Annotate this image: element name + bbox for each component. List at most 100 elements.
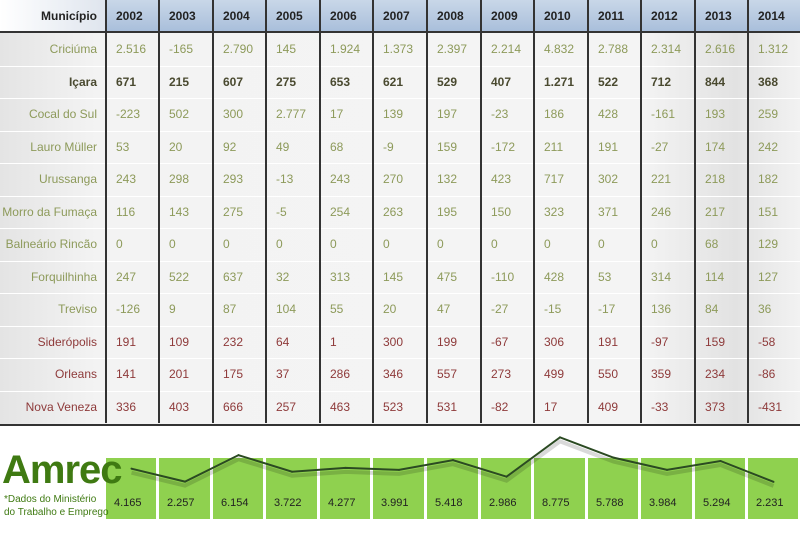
table-cell: 174 xyxy=(694,130,747,163)
table-cell: 373 xyxy=(694,390,747,423)
header-year: 2012 xyxy=(640,0,694,31)
table-cell: -5 xyxy=(265,195,319,228)
total-box: 3.984 xyxy=(641,458,692,519)
row-name: Morro da Fumaça xyxy=(2,204,97,219)
row-divider xyxy=(0,98,800,99)
table-cell: 234 xyxy=(694,358,747,391)
row-divider xyxy=(0,195,800,197)
table-cell: 2.788 xyxy=(587,33,640,66)
table-cell: 522 xyxy=(158,260,212,293)
table-cell: 666 xyxy=(212,390,265,423)
table-cell: 499 xyxy=(533,358,587,391)
table-cell: 175 xyxy=(212,358,265,391)
table-cell: 302 xyxy=(587,163,640,196)
table-cell: 49 xyxy=(265,130,319,163)
table-cell: 84 xyxy=(694,293,747,326)
table-cell: 0 xyxy=(158,228,212,261)
table-cell: 844 xyxy=(694,65,747,98)
row-name: Treviso xyxy=(58,302,97,317)
header-year: 2010 xyxy=(533,0,587,31)
brand-title: Amrec xyxy=(2,448,123,492)
table-cell: 20 xyxy=(158,130,212,163)
total-box: 2.986 xyxy=(481,458,531,519)
table-cell: -9 xyxy=(372,130,426,163)
table-cell: 2.397 xyxy=(426,33,480,66)
table-cell: 243 xyxy=(105,163,158,196)
row-name: Cocal do Sul xyxy=(28,107,97,122)
row-divider xyxy=(0,65,800,67)
trend-point xyxy=(505,475,508,478)
table-cell: 186 xyxy=(533,98,587,131)
source-note-line2: do Trabalho e Emprego xyxy=(4,507,109,518)
total-box: 8.775 xyxy=(534,458,585,519)
table-cell: 407 xyxy=(480,65,533,98)
header-year: 2005 xyxy=(265,0,319,31)
table-cell: 523 xyxy=(372,390,426,423)
table-cell: 254 xyxy=(319,195,372,228)
table-cell: 246 xyxy=(640,195,694,228)
total-box: 6.154 xyxy=(213,458,263,519)
table-cell: 263 xyxy=(372,195,426,228)
table-cell: -23 xyxy=(480,98,533,131)
table-cell: 0 xyxy=(212,228,265,261)
trend-point xyxy=(344,466,347,469)
table-cell: 197 xyxy=(426,98,480,131)
total-box: 2.257 xyxy=(159,458,210,519)
trend-point xyxy=(772,480,775,483)
trend-point xyxy=(130,467,133,470)
table-cell: 243 xyxy=(319,163,372,196)
table-cell: 0 xyxy=(105,228,158,261)
table-cell: 0 xyxy=(426,228,480,261)
table-cell: 4.832 xyxy=(533,33,587,66)
table-cell: 0 xyxy=(533,228,587,261)
header-year: 2013 xyxy=(694,0,747,31)
table-cell: 36 xyxy=(747,293,800,326)
table-cell: 191 xyxy=(105,325,158,358)
table-cell: 199 xyxy=(426,325,480,358)
table-cell: 637 xyxy=(212,260,265,293)
table-cell: 0 xyxy=(587,228,640,261)
table-cell: 359 xyxy=(640,358,694,391)
table-cell: 136 xyxy=(640,293,694,326)
table-cell: 0 xyxy=(319,228,372,261)
table-cell: 323 xyxy=(533,195,587,228)
table-cell: 68 xyxy=(319,130,372,163)
row-name: Orleans xyxy=(54,367,97,382)
table-cell: 1.312 xyxy=(747,33,800,66)
table-cell: 712 xyxy=(640,65,694,98)
table-cell: 193 xyxy=(694,98,747,131)
table-cell: -15 xyxy=(533,293,587,326)
table-cell: 9 xyxy=(158,293,212,326)
table-cell: -86 xyxy=(747,358,800,391)
table-cell: 218 xyxy=(694,163,747,196)
table-cell: 653 xyxy=(319,65,372,98)
table-cell: 127 xyxy=(747,260,800,293)
table-cell: 109 xyxy=(158,325,212,358)
table-cell: 257 xyxy=(265,390,319,423)
table-cell: -82 xyxy=(480,390,533,423)
table-cell: 306 xyxy=(533,325,587,358)
header-year: 2007 xyxy=(372,0,426,31)
row-divider xyxy=(0,260,800,262)
table-cell: 201 xyxy=(158,358,212,391)
table-cell: 1.271 xyxy=(533,65,587,98)
trend-line-shadow xyxy=(131,439,775,488)
table-cell: -27 xyxy=(480,293,533,326)
total-box: 5.788 xyxy=(588,458,638,519)
header-year: 2009 xyxy=(480,0,533,31)
table-cell: 273 xyxy=(480,358,533,391)
total-box: 3.991 xyxy=(373,458,424,519)
table-cell: 428 xyxy=(587,98,640,131)
table-cell: 129 xyxy=(747,228,800,261)
row-name: Forquilhinha xyxy=(30,269,97,284)
table-cell: -58 xyxy=(747,325,800,358)
table-cell: 68 xyxy=(694,228,747,261)
table-cell: 55 xyxy=(319,293,372,326)
trend-point xyxy=(612,456,615,459)
table-cell: 32 xyxy=(265,260,319,293)
table-cell: 145 xyxy=(265,33,319,66)
row-divider xyxy=(0,130,800,132)
table-cell: 139 xyxy=(372,98,426,131)
table-cell: -126 xyxy=(105,293,158,326)
table-cell: 2.214 xyxy=(480,33,533,66)
